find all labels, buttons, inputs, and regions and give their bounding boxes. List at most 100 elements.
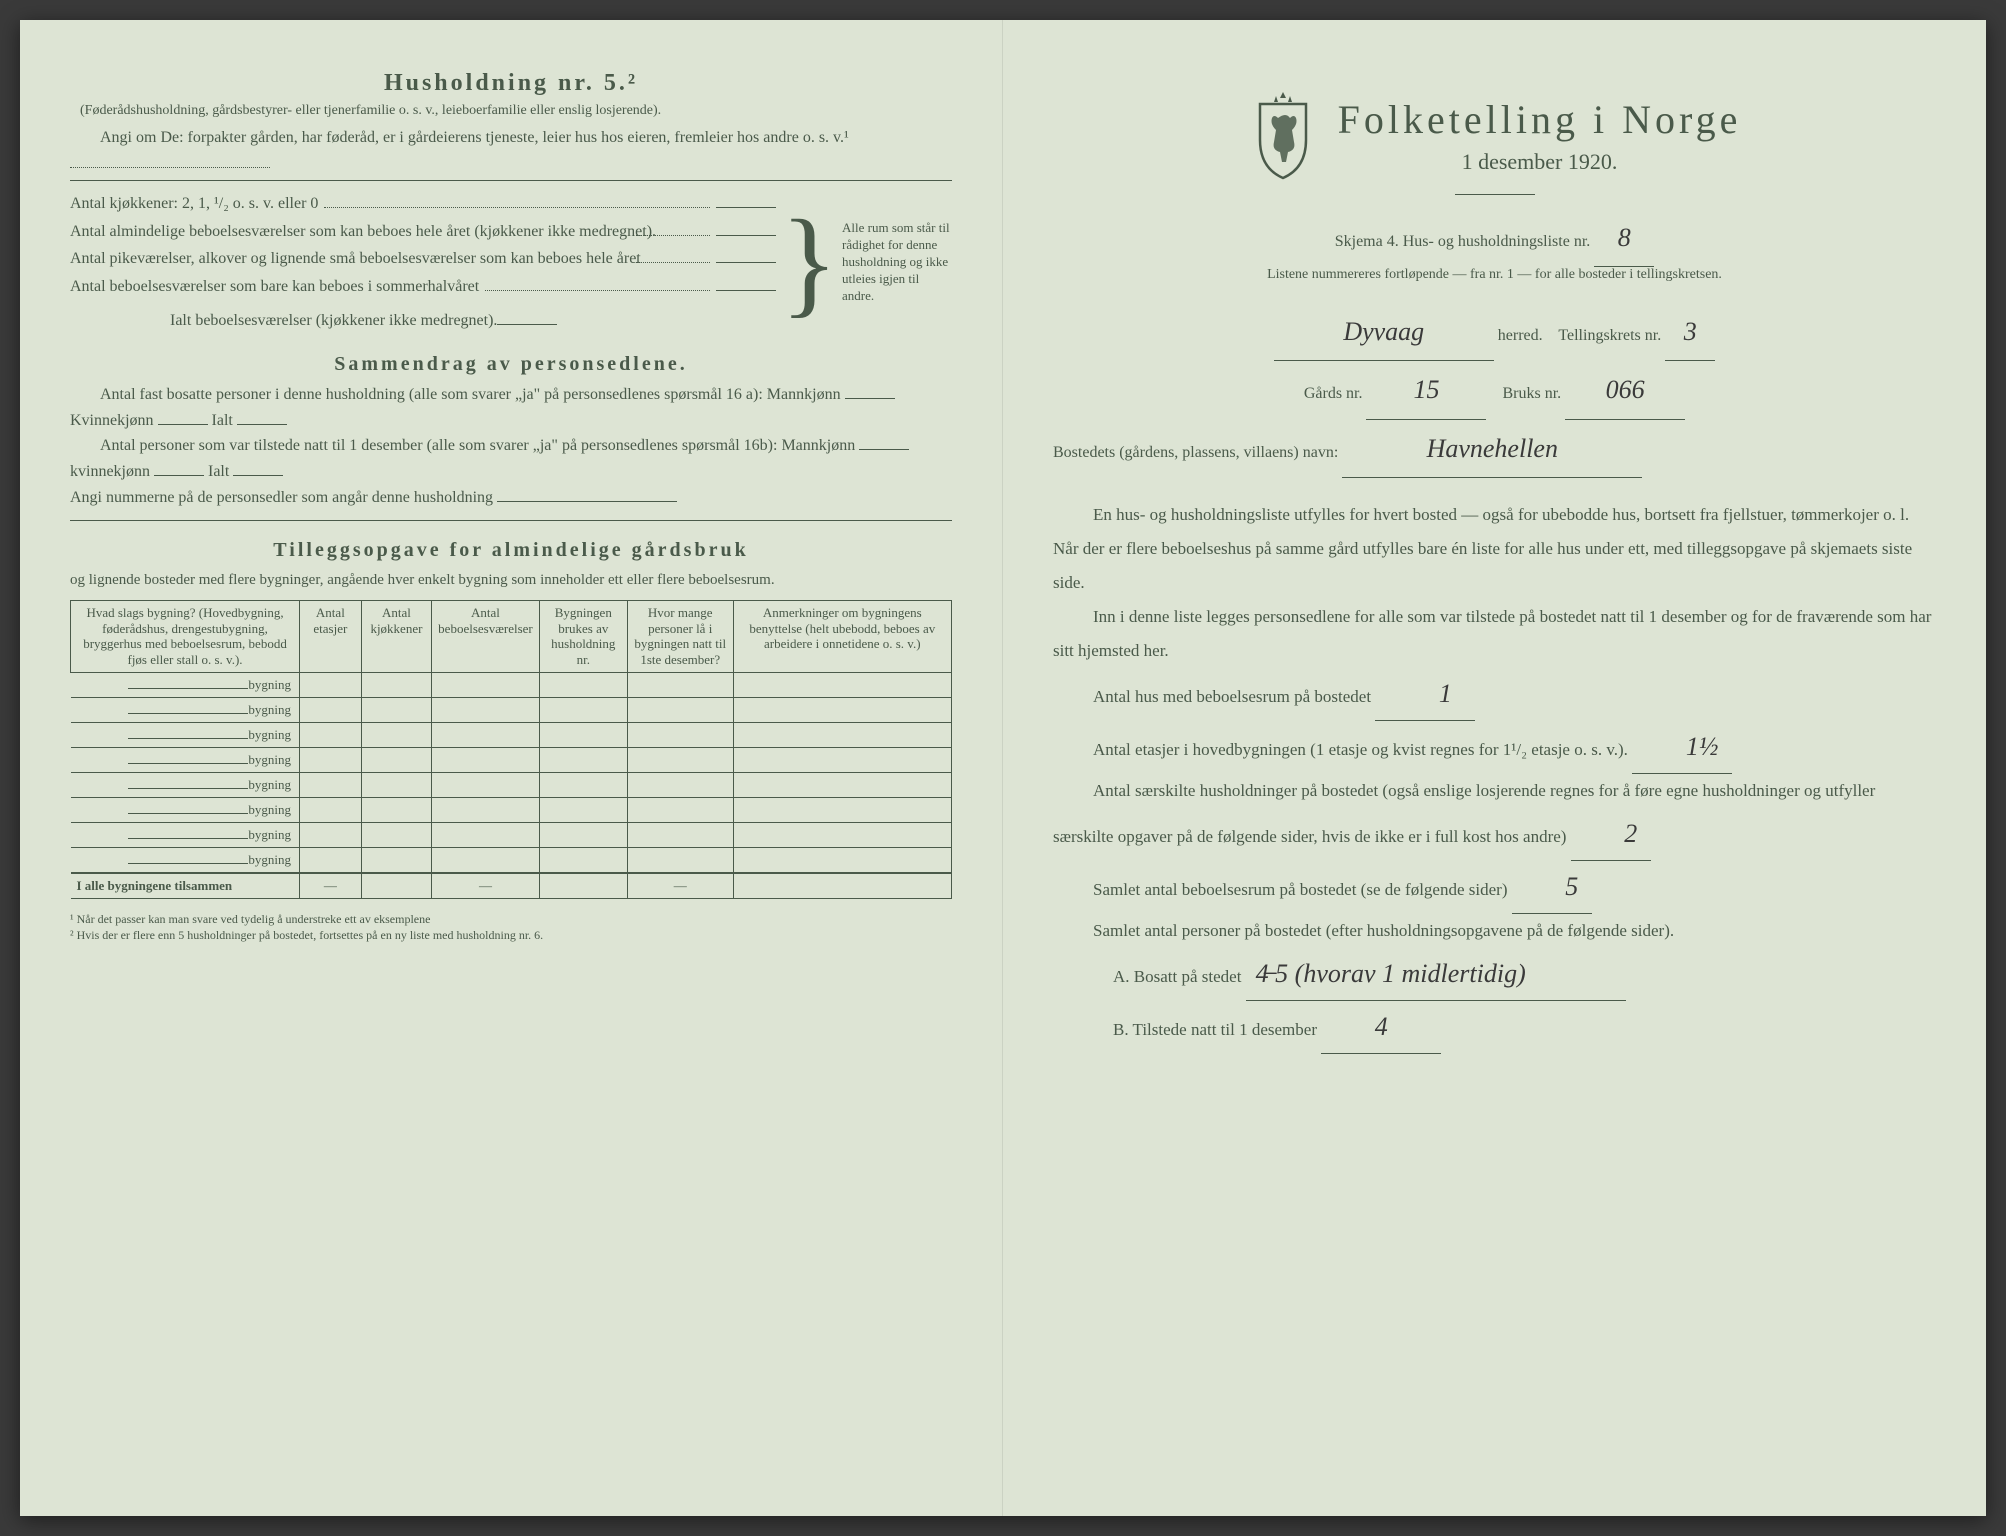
bygning-label-cell: bygning xyxy=(71,697,300,722)
dots xyxy=(485,277,710,291)
table-cell xyxy=(733,672,951,697)
table-cell xyxy=(361,847,431,873)
document-spread: Husholdning nr. 5.² (Føderådshusholdning… xyxy=(20,20,1986,1516)
table-cell xyxy=(432,697,540,722)
left-page: Husholdning nr. 5.² (Føderådshusholdning… xyxy=(20,20,1003,1516)
table-cell xyxy=(361,747,431,772)
table-row: bygning xyxy=(71,747,952,772)
buildings-table: Hvad slags bygning? (Hovedbygning, føder… xyxy=(70,600,952,898)
table-cell xyxy=(627,847,733,873)
bruks-label: Bruks nr. xyxy=(1502,385,1561,402)
table-cell xyxy=(361,822,431,847)
fill xyxy=(158,424,208,425)
bygning-label-cell: bygning xyxy=(71,672,300,697)
table-cell xyxy=(733,847,951,873)
tillegg-title: Tilleggsopgave for almindelige gårdsbruk xyxy=(70,539,952,562)
dots xyxy=(636,221,710,235)
samlet-rum-line: Samlet antal beboelsesrum på bostedet (s… xyxy=(1053,861,1936,914)
samlet-pers-line: Samlet antal personer på bostedet (efter… xyxy=(1053,914,1936,948)
summary-title: Sammendrag av personsedlene. xyxy=(70,353,952,376)
table-cell xyxy=(432,722,540,747)
gards-label: Gårds nr. xyxy=(1304,385,1363,402)
totals-cell xyxy=(361,873,431,899)
table-cell xyxy=(539,722,627,747)
footnote-1: ¹ Når det passer kan man svare ved tydel… xyxy=(70,911,952,928)
table-row: bygning xyxy=(71,797,952,822)
angi-nummer-text: Angi nummerne på de personsedler som ang… xyxy=(70,489,493,506)
table-cell xyxy=(733,797,951,822)
fill xyxy=(233,475,283,476)
bygning-label-cell: bygning xyxy=(71,847,300,873)
table-cell xyxy=(627,722,733,747)
table-cell xyxy=(627,772,733,797)
table-cell xyxy=(300,772,362,797)
divider xyxy=(70,180,952,181)
table-cell xyxy=(539,672,627,697)
table-cell xyxy=(300,672,362,697)
fill xyxy=(716,262,776,263)
table-cell xyxy=(300,847,362,873)
bygning-label-cell: bygning xyxy=(71,747,300,772)
footnote-2: ² Hvis der er flere enn 5 husholdninger … xyxy=(70,927,952,944)
bygning-label-cell: bygning xyxy=(71,797,300,822)
antal-etasjer-value: 1½ xyxy=(1632,721,1732,774)
fill xyxy=(716,235,776,236)
brace-text: Alle rum som står til rådighet for denne… xyxy=(842,220,952,304)
table-row: bygning xyxy=(71,847,952,873)
fill xyxy=(237,424,287,425)
para2: Inn i denne liste legges personsedlene f… xyxy=(1053,600,1936,668)
table-cell xyxy=(733,722,951,747)
dots xyxy=(636,249,710,263)
ialt-label: Ialt xyxy=(212,412,233,429)
table-cell xyxy=(539,772,627,797)
rooms3-label: Antal beboelsesværelser som bare kan beb… xyxy=(70,274,479,300)
table-cell xyxy=(361,697,431,722)
table-cell xyxy=(539,797,627,822)
antal-hushold-value: 2 xyxy=(1571,808,1651,861)
date-line: 1 desember 1920. xyxy=(1338,149,1742,175)
table-cell xyxy=(733,822,951,847)
totals-cell: — xyxy=(300,873,362,899)
table-row: bygning xyxy=(71,772,952,797)
table-cell xyxy=(361,722,431,747)
b-label: B. Tilstede natt til 1 desember xyxy=(1113,1020,1317,1039)
a-line: A. Bosatt på stedet 4̶ 5 (hvorav 1 midle… xyxy=(1053,948,1936,1001)
table-cell xyxy=(300,797,362,822)
rooms2-row: Antal pikeværelser, alkover og lignende … xyxy=(70,246,776,272)
th-remarks: Anmerkninger om bygningens benyttelse (h… xyxy=(733,601,951,672)
bruks-value: 066 xyxy=(1565,361,1685,419)
dots xyxy=(324,194,710,208)
rooms1-row: Antal almindelige beboelsesværelser som … xyxy=(70,219,776,245)
kitchens-row: Antal kjøkkener: 2, 1, ¹/₂ o. s. v. elle… xyxy=(70,191,776,217)
table-cell xyxy=(627,797,733,822)
table-body: bygningbygningbygningbygningbygningbygni… xyxy=(71,672,952,898)
summary-line-1: Antal fast bosatte personer i denne hush… xyxy=(70,382,952,433)
table-cell xyxy=(361,772,431,797)
rooms-brace-group: Antal kjøkkener: 2, 1, ¹/₂ o. s. v. elle… xyxy=(70,189,952,335)
b-value: 4 xyxy=(1321,1001,1441,1054)
antal-etasjer-line: Antal etasjer i hovedbygningen (1 etasje… xyxy=(1053,721,1936,774)
fill xyxy=(716,290,776,291)
a-label: A. Bosatt på stedet xyxy=(1113,967,1241,986)
table-cell xyxy=(432,747,540,772)
kitchens-label: Antal kjøkkener: 2, 1, ¹/₂ o. s. v. elle… xyxy=(70,191,318,217)
household-title: Husholdning nr. 5.² xyxy=(70,70,952,97)
gards-line: Gårds nr. 15 Bruks nr. 066 xyxy=(1053,361,1936,419)
table-cell xyxy=(539,747,627,772)
table-cell xyxy=(539,847,627,873)
fill xyxy=(497,501,677,502)
table-cell xyxy=(432,797,540,822)
skjema-line: Skjema 4. Hus- og husholdningsliste nr. … xyxy=(1053,209,1936,267)
table-cell xyxy=(539,697,627,722)
antal-hus-line: Antal hus med beboelsesrum på bostedet 1 xyxy=(1053,668,1936,721)
antal-hushold-line: Antal særskilte husholdninger på bostede… xyxy=(1053,774,1936,861)
rooms-list: Antal kjøkkener: 2, 1, ¹/₂ o. s. v. elle… xyxy=(70,189,776,335)
brace-icon: } xyxy=(780,192,838,332)
divider xyxy=(1455,194,1535,195)
right-body: En hus- og husholdningsliste utfylles fo… xyxy=(1053,498,1936,1054)
a-value: 4̶ 5 (hvorav 1 midlertidig) xyxy=(1246,948,1626,1001)
th-persons: Hvor mange personer lå i bygningen natt … xyxy=(627,601,733,672)
th-kitchens: Antal kjøkkener xyxy=(361,601,431,672)
table-cell xyxy=(361,672,431,697)
skjema-label: Skjema 4. Hus- og husholdningsliste nr. xyxy=(1335,233,1591,250)
